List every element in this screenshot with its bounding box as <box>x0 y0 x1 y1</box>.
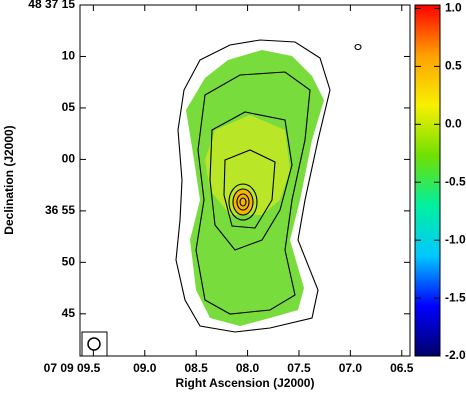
x-tick-label: 08.5 <box>184 361 208 375</box>
contour <box>236 193 250 211</box>
y-tick-label: 00 <box>62 152 76 166</box>
contour <box>195 71 311 315</box>
colorbar-tick-label: -1.5 <box>445 290 466 304</box>
y-axis-label: Declination (J2000) <box>2 125 16 234</box>
y-tick-label: 45 <box>62 306 76 320</box>
x-tick-label: 07.5 <box>287 361 311 375</box>
x-tick-label: 08.0 <box>236 361 260 375</box>
colorbar-tick-label: -2.0 <box>445 348 466 362</box>
core <box>233 189 253 215</box>
x-axis-label: Right Ascension (J2000) <box>176 376 315 390</box>
contour <box>209 111 293 251</box>
y-tick-label: 10 <box>62 49 76 63</box>
plot-frame <box>79 4 411 357</box>
colorbar <box>414 4 441 357</box>
colorbar-tick-label: 1.0 <box>445 1 462 15</box>
contour <box>239 197 247 207</box>
colorbar-tick-label: -1.0 <box>445 232 466 246</box>
colorbar-tick-label: 0.0 <box>445 116 462 130</box>
contour <box>232 188 254 216</box>
x-tick-label: 09.0 <box>133 361 157 375</box>
colorbar-tick-label: 0.5 <box>445 59 462 73</box>
contour <box>354 43 362 51</box>
y-tick-label: 50 <box>62 255 76 269</box>
x-tick-label: 07 09 09.5 <box>44 361 101 375</box>
map <box>175 39 362 333</box>
contour <box>223 149 276 229</box>
beam <box>87 337 101 351</box>
x-tick-label: 06.5 <box>390 361 414 375</box>
colorbar-tick-label: -0.5 <box>445 174 466 188</box>
x-tick-label: 07.0 <box>339 361 363 375</box>
y-tick-label: 36 55 <box>45 203 75 217</box>
contour <box>175 39 331 333</box>
y-tick-label: 48 37 15 <box>28 0 75 11</box>
beam-box <box>81 331 108 357</box>
y-tick-label: 05 <box>62 100 76 114</box>
contour <box>228 183 258 221</box>
emission-yellow <box>205 115 290 215</box>
